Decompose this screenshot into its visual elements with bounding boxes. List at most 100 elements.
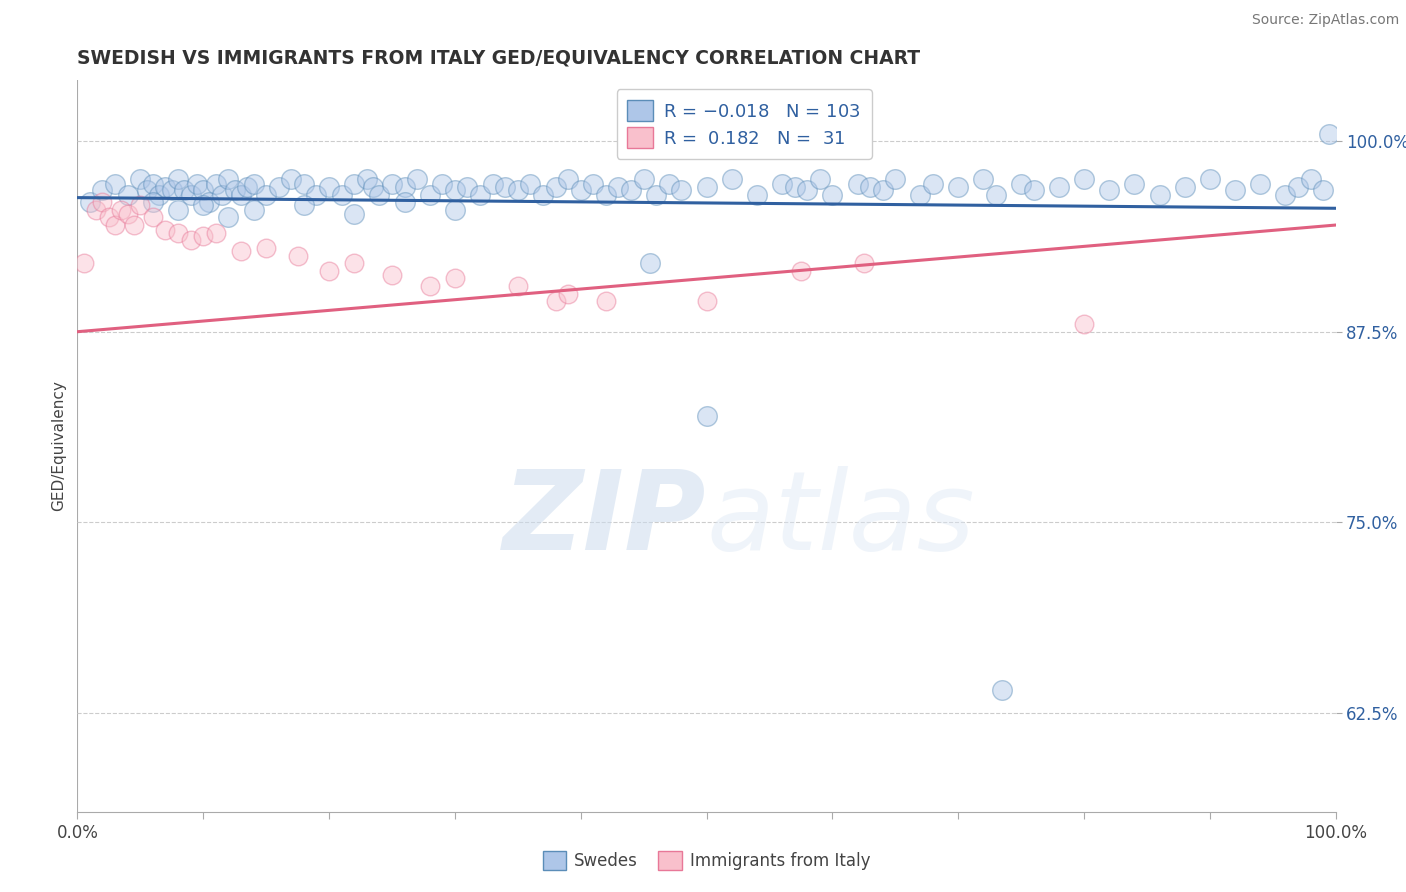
Point (456, 180, 478, 194)
Point (1010, 177, 1032, 191)
Point (821, 187, 844, 202)
Point (142, 177, 165, 191)
Point (254, 241, 277, 255)
Point (444, 202, 467, 217)
Y-axis label: GED/Equivalency: GED/Equivalency (51, 381, 66, 511)
Point (638, 256, 661, 270)
Point (620, 183, 643, 197)
Point (569, 183, 592, 197)
Point (104, 218, 127, 232)
Point (696, 409, 718, 423)
Point (1073, 317, 1095, 331)
Point (186, 177, 208, 191)
Point (167, 226, 190, 240)
Point (211, 187, 233, 202)
Point (343, 207, 366, 221)
Point (872, 183, 894, 197)
Point (242, 202, 264, 217)
Point (129, 172, 152, 186)
Point (1198, 172, 1220, 186)
Text: atlas: atlas (707, 466, 976, 573)
Point (406, 172, 429, 186)
Point (595, 187, 617, 202)
Point (381, 268, 404, 283)
Point (129, 198, 152, 212)
Point (173, 183, 195, 197)
Point (506, 183, 529, 197)
Point (696, 294, 718, 309)
Point (444, 271, 467, 285)
Point (217, 172, 239, 186)
Point (859, 180, 882, 194)
Text: SWEDISH VS IMMIGRANTS FROM ITALY GED/EQUIVALENCY CORRELATION CHART: SWEDISH VS IMMIGRANTS FROM ITALY GED/EQU… (77, 48, 921, 68)
Point (292, 198, 315, 212)
Point (658, 177, 681, 191)
Point (343, 177, 366, 191)
Point (544, 180, 567, 194)
Point (582, 177, 605, 191)
Point (1022, 183, 1045, 197)
Point (852, 256, 875, 270)
Point (633, 172, 655, 186)
Point (1286, 180, 1309, 194)
Point (318, 180, 340, 194)
Point (292, 177, 315, 191)
Point (419, 279, 441, 293)
Point (224, 183, 246, 197)
Point (122, 218, 145, 232)
Point (155, 180, 177, 194)
Point (381, 177, 404, 191)
Point (110, 202, 132, 217)
Point (531, 187, 554, 202)
Point (770, 177, 793, 191)
Point (1047, 180, 1070, 194)
Point (135, 183, 157, 197)
Point (607, 180, 630, 194)
Point (846, 177, 869, 191)
Point (79, 195, 101, 210)
Point (991, 682, 1014, 697)
Point (229, 244, 252, 258)
Point (790, 264, 813, 278)
Point (544, 294, 567, 309)
Text: Source: ZipAtlas.com: Source: ZipAtlas.com (1251, 13, 1399, 28)
Point (267, 180, 290, 194)
Point (1319, 127, 1341, 141)
Point (356, 172, 378, 186)
Point (204, 177, 226, 191)
Point (167, 172, 190, 186)
Point (1223, 183, 1246, 197)
Point (1299, 172, 1322, 186)
Point (287, 248, 309, 262)
Point (1123, 177, 1146, 191)
Point (305, 187, 328, 202)
Point (972, 172, 994, 186)
Point (72, 256, 94, 270)
Point (696, 180, 718, 194)
Point (191, 183, 215, 197)
Point (1174, 180, 1197, 194)
Point (444, 183, 467, 197)
Point (1149, 187, 1171, 202)
Point (557, 286, 579, 301)
Point (468, 187, 491, 202)
Point (148, 187, 170, 202)
Point (236, 180, 259, 194)
Point (254, 187, 277, 202)
Point (884, 172, 907, 186)
Point (1312, 183, 1334, 197)
Point (117, 187, 139, 202)
Point (155, 222, 177, 236)
Point (242, 177, 264, 191)
Point (280, 172, 302, 186)
Point (720, 172, 742, 186)
Point (142, 195, 165, 210)
Point (198, 195, 221, 210)
Point (204, 226, 226, 240)
Point (432, 177, 454, 191)
Point (922, 177, 945, 191)
Point (84, 202, 107, 217)
Point (1274, 187, 1296, 202)
Point (481, 177, 503, 191)
Point (104, 177, 127, 191)
